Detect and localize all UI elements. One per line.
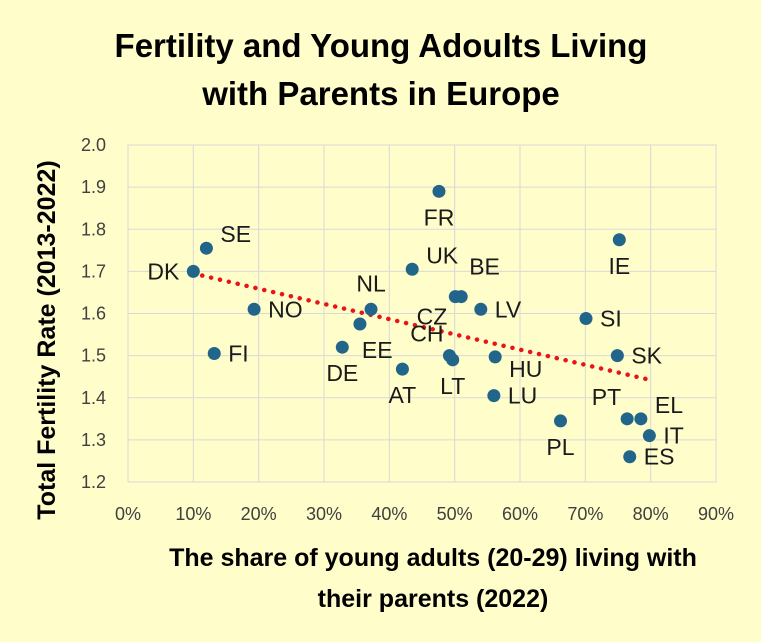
data-label-it: IT	[663, 423, 683, 449]
y-tick-label: 1.9	[81, 177, 106, 197]
data-label-el: EL	[655, 392, 683, 418]
x-tick-label: 10%	[175, 504, 211, 524]
data-point-no	[247, 302, 261, 316]
data-point-pl	[554, 414, 568, 428]
data-label-lv: LV	[495, 296, 522, 322]
data-point-lu	[487, 389, 501, 403]
data-point-at	[395, 362, 409, 376]
data-point-es	[623, 450, 637, 464]
data-label-ie: IE	[608, 253, 630, 279]
plot-border	[127, 144, 717, 483]
y-axis-label: Total Fertility Rate (2013-2022)	[33, 160, 61, 519]
data-label-at: AT	[389, 382, 417, 408]
x-tick-label: 0%	[115, 504, 141, 524]
y-tick-label: 1.5	[81, 346, 106, 366]
chart-title-line-1: Fertility and Young Adoults Living	[115, 27, 648, 64]
data-label-ch: CH	[410, 321, 443, 347]
data-label-uk: UK	[426, 242, 459, 268]
data-label-lu: LU	[508, 383, 537, 409]
data-label-es: ES	[644, 444, 675, 470]
data-point-hu	[488, 350, 502, 364]
data-label-ee: EE	[362, 337, 393, 363]
data-point-it	[642, 429, 656, 443]
data-label-hu: HU	[509, 356, 542, 382]
data-point-uk	[405, 262, 419, 276]
x-tick-label: 90%	[698, 504, 734, 524]
y-tick-label: 1.3	[81, 430, 106, 450]
chart-title-line-2: with Parents in Europe	[201, 75, 560, 112]
data-point-lv	[474, 302, 488, 316]
y-tick-label: 2.0	[81, 135, 106, 155]
data-point-sk	[610, 349, 624, 363]
data-label-fi: FI	[228, 341, 248, 367]
data-label-sk: SK	[631, 343, 662, 369]
x-axis-label-line-1: The share of young adults (20-29) living…	[169, 544, 697, 572]
data-label-si: SI	[600, 306, 622, 332]
data-point-dk	[186, 264, 200, 278]
data-point-be	[454, 290, 468, 304]
data-label-be: BE	[469, 254, 500, 280]
data-point-fi	[207, 347, 221, 361]
data-point-pt	[620, 412, 634, 426]
y-tick-label: 1.4	[81, 388, 106, 408]
trendline-layer	[191, 271, 653, 383]
x-axis-ticks: 0% 10% 20% 30% 40% 50% 60% 70% 80% 90%	[115, 504, 734, 524]
data-point-nl	[364, 302, 378, 316]
data-label-cz: CZ	[417, 304, 448, 330]
y-tick-label: 1.8	[81, 219, 106, 239]
data-label-de: DE	[326, 360, 358, 386]
data-point-se	[199, 241, 213, 255]
data-label-pl: PL	[546, 434, 574, 460]
x-tick-label: 70%	[567, 504, 603, 524]
data-label-fr: FR	[424, 204, 455, 230]
y-tick-label: 1.6	[81, 304, 106, 324]
data-point-lt	[446, 353, 460, 367]
x-axis-label-line-2: their parents (2022)	[318, 585, 549, 613]
data-label-pt: PT	[592, 384, 621, 410]
data-point-el	[634, 412, 648, 426]
x-tick-label: 80%	[633, 504, 669, 524]
y-tick-label: 1.2	[81, 472, 106, 492]
data-point-fr	[432, 184, 446, 198]
x-tick-label: 60%	[502, 504, 538, 524]
x-tick-label: 20%	[241, 504, 277, 524]
x-tick-label: 40%	[371, 504, 407, 524]
x-tick-label: 50%	[437, 504, 473, 524]
data-label-dk: DK	[147, 258, 180, 284]
x-tick-label: 30%	[306, 504, 342, 524]
data-label-nl: NL	[356, 270, 386, 296]
data-label-no: NO	[268, 296, 303, 322]
data-label-lt: LT	[440, 373, 465, 399]
y-axis-ticks: 1.2 1.3 1.4 1.5 1.6 1.7 1.8 1.9 2.0	[81, 135, 106, 492]
trendline	[191, 271, 653, 383]
data-point-si	[579, 312, 593, 326]
data-point-ee	[353, 317, 367, 331]
data-point-de	[335, 340, 349, 354]
data-label-se: SE	[220, 221, 251, 247]
y-tick-label: 1.7	[81, 261, 106, 281]
data-point-ie	[612, 233, 626, 247]
data-points	[186, 184, 656, 464]
